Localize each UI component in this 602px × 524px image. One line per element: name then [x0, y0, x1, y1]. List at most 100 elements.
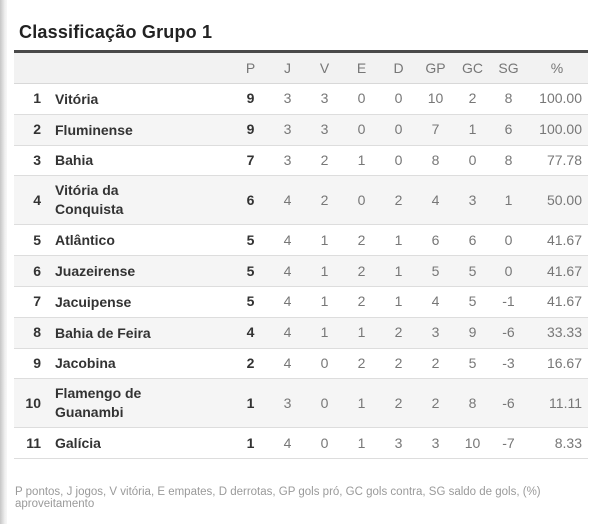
team-name-cell: Galícia [46, 427, 232, 460]
goal-diff-cell: 0 [491, 255, 526, 287]
position-cell: 3 [14, 145, 46, 177]
team-name-cell: Bahia de Feira [46, 317, 232, 349]
percentage-cell: 41.67 [526, 224, 588, 257]
team-name-cell: Bahia [46, 145, 232, 177]
goal-diff-cell: -6 [491, 378, 526, 429]
team-name: Jacuipense [55, 293, 132, 310]
wins-cell: 1 [306, 255, 343, 287]
percentage-cell: 33.33 [526, 317, 588, 349]
table-row: 2 Fluminense 9 3 3 0 0 7 1 6 100.00 [14, 114, 588, 146]
position-cell: 4 [14, 175, 46, 226]
losses-cell: 3 [380, 427, 417, 460]
losses-cell: 1 [380, 286, 417, 318]
team-name-cell: Jacuipense [46, 286, 232, 318]
draws-cell: 1 [343, 317, 380, 349]
wins-cell: 3 [306, 83, 343, 115]
position-cell: 1 [14, 83, 46, 115]
games-cell: 4 [269, 427, 306, 460]
team-name: Atlântico [55, 232, 115, 249]
losses-cell: 2 [380, 378, 417, 429]
percentage-cell: 50.00 [526, 175, 588, 226]
points-cell: 6 [232, 175, 269, 226]
goals-for-cell: 3 [417, 317, 454, 349]
points-cell: 2 [232, 348, 269, 380]
table-row: 3 Bahia 7 3 2 1 0 8 0 8 77.78 [14, 145, 588, 177]
losses-cell: 2 [380, 175, 417, 226]
percentage-cell: 41.67 [526, 286, 588, 318]
wins-cell: 0 [306, 427, 343, 460]
page-edge-strip [0, 0, 7, 524]
table-header-row: P J V E D GP GC SG % [14, 51, 588, 84]
goals-against-cell: 2 [454, 83, 491, 115]
table-row: 8 Bahia de Feira 4 4 1 1 2 3 9 -6 33.33 [14, 317, 588, 349]
losses-cell: 2 [380, 317, 417, 349]
losses-cell: 0 [380, 145, 417, 177]
goals-for-cell: 6 [417, 224, 454, 257]
team-name: Flamengo de Guanambi [55, 385, 142, 421]
standings-header: P J V E D GP GC SG % [14, 51, 588, 84]
percentage-cell: 77.78 [526, 145, 588, 177]
draws-cell: 1 [343, 427, 380, 460]
team-name: Galícia [55, 435, 101, 452]
draws-cell: 0 [343, 83, 380, 115]
games-cell: 4 [269, 224, 306, 257]
goal-diff-cell: 0 [491, 224, 526, 257]
team-name: Jacobina [55, 355, 116, 372]
wins-cell: 3 [306, 114, 343, 146]
wins-cell: 1 [306, 317, 343, 349]
goal-diff-cell: -6 [491, 317, 526, 349]
goals-against-cell: 9 [454, 317, 491, 349]
draws-cell: 2 [343, 255, 380, 287]
points-cell: 5 [232, 255, 269, 287]
draws-cell: 2 [343, 224, 380, 257]
team-name-cell: Juazeirense [46, 255, 232, 287]
percentage-cell: 41.67 [526, 255, 588, 287]
points-cell: 4 [232, 317, 269, 349]
goal-diff-cell: -7 [491, 427, 526, 460]
goals-for-cell: 8 [417, 145, 454, 177]
position-cell: 9 [14, 348, 46, 380]
table-row: 7 Jacuipense 5 4 1 2 1 4 5 -1 41.67 [14, 286, 588, 318]
wins-cell: 2 [306, 175, 343, 226]
header-team-spacer [46, 51, 232, 84]
position-cell: 8 [14, 317, 46, 349]
goals-for-cell: 7 [417, 114, 454, 146]
legend-text: P pontos, J jogos, V vitória, E empates,… [15, 486, 541, 511]
header-draws: E [343, 51, 380, 84]
games-cell: 4 [269, 317, 306, 349]
wins-cell: 2 [306, 145, 343, 177]
goals-for-cell: 5 [417, 255, 454, 287]
draws-cell: 0 [343, 114, 380, 146]
points-cell: 9 [232, 83, 269, 115]
standings-body: 1 Vitória 9 3 3 0 0 10 2 8 100.00 2 Fluminense 9 3 3 0 0 7… [14, 83, 588, 460]
draws-cell: 2 [343, 348, 380, 380]
games-cell: 3 [269, 114, 306, 146]
table-row: 5 Atlântico 5 4 1 2 1 6 6 0 41.67 [14, 224, 588, 257]
goal-diff-cell: 6 [491, 114, 526, 146]
header-losses: D [380, 51, 417, 84]
games-cell: 4 [269, 255, 306, 287]
header-position-spacer [14, 51, 46, 84]
losses-cell: 1 [380, 224, 417, 257]
header-percentage: % [526, 51, 588, 84]
position-cell: 7 [14, 286, 46, 318]
goal-diff-cell: 8 [491, 83, 526, 115]
team-name-cell: Vitória da Conquista [46, 175, 232, 226]
percentage-cell: 16.67 [526, 348, 588, 380]
table-row: 10 Flamengo de Guanambi 1 3 0 1 2 2 8 -6 11.11 [14, 378, 588, 429]
points-cell: 1 [232, 427, 269, 460]
wins-cell: 1 [306, 224, 343, 257]
wins-cell: 0 [306, 378, 343, 429]
losses-cell: 0 [380, 83, 417, 115]
position-cell: 11 [14, 427, 46, 460]
page-title: Classificação Grupo 1 [19, 22, 213, 42]
team-name: Juazeirense [55, 262, 136, 279]
team-name: Bahia [55, 152, 94, 169]
games-cell: 3 [269, 145, 306, 177]
team-name-cell: Fluminense [46, 114, 232, 146]
goals-against-cell: 3 [454, 175, 491, 226]
goal-diff-cell: -3 [491, 348, 526, 380]
team-name-cell: Vitória [46, 83, 232, 115]
wins-cell: 1 [306, 286, 343, 318]
table-row: 11 Galícia 1 4 0 1 3 3 10 -7 8.33 [14, 427, 588, 460]
